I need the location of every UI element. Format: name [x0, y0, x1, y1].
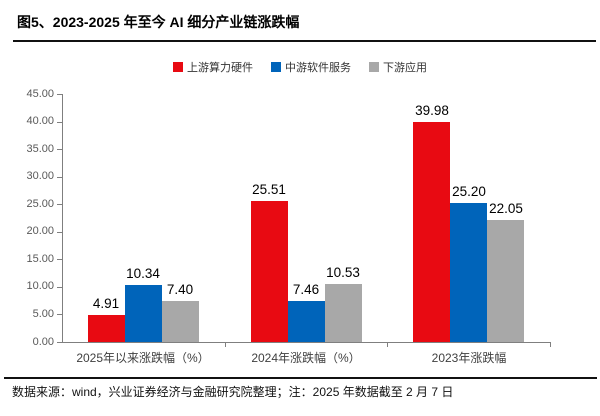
y-axis-tick	[57, 259, 62, 260]
x-axis-tick	[387, 342, 388, 347]
header-divider	[13, 40, 596, 42]
bar-上游算力硬件-2025年以来涨跌幅（%）	[88, 315, 125, 342]
chart-legend: 上游算力硬件 中游软件服务 下游应用	[0, 59, 600, 75]
bar-value-label: 39.98	[415, 103, 449, 118]
data-source-note: 数据来源：wind，兴业证券经济与金融研究院整理；注：2025 年数据截至 2 …	[12, 385, 454, 399]
y-axis-tick	[57, 177, 62, 178]
y-axis-tick-label: 40.00	[26, 115, 54, 127]
bar-value-label: 25.51	[252, 182, 286, 197]
legend-item: 上游算力硬件	[173, 59, 253, 75]
bar-下游应用-2025年以来涨跌幅（%）	[162, 301, 199, 342]
x-axis-line	[62, 342, 551, 343]
y-axis-tick	[57, 94, 62, 95]
bar-中游软件服务-2023年涨跌幅	[450, 203, 487, 342]
y-axis-tick	[57, 314, 62, 315]
legend-swatch-icon	[369, 62, 379, 72]
bar-value-label: 10.34	[126, 266, 160, 281]
y-axis-tick	[57, 232, 62, 233]
y-axis-tick-label: 25.00	[26, 198, 54, 210]
legend-item: 中游软件服务	[271, 59, 351, 75]
y-axis-tick-label: 15.00	[26, 253, 54, 265]
legend-label: 上游算力硬件	[187, 62, 253, 74]
x-category-label: 2024年涨跌幅（%）	[251, 351, 361, 365]
y-axis-tick-label: 35.00	[26, 143, 54, 155]
bar-中游软件服务-2025年以来涨跌幅（%）	[125, 285, 162, 342]
bar-value-label: 10.53	[326, 265, 360, 280]
footer-divider	[4, 377, 597, 379]
legend-item: 下游应用	[369, 59, 427, 75]
bar-上游算力硬件-2023年涨跌幅	[413, 122, 450, 342]
y-axis-tick	[57, 149, 62, 150]
bar-下游应用-2023年涨跌幅	[487, 220, 524, 342]
bar-value-label: 4.91	[92, 296, 120, 311]
bar-value-label: 22.05	[489, 201, 523, 216]
y-axis-line	[62, 94, 63, 342]
bar-value-label: 7.40	[166, 282, 194, 297]
legend-swatch-icon	[271, 62, 281, 72]
y-axis-tick-label: 0.00	[32, 336, 54, 348]
bar-上游算力硬件-2024年涨跌幅（%）	[251, 201, 288, 342]
figure-title: 图5、2023-2025 年至今 AI 细分产业链涨跌幅	[17, 14, 300, 30]
x-axis-tick	[225, 342, 226, 347]
y-axis-tick-label: 45.00	[26, 88, 54, 100]
bar-下游应用-2024年涨跌幅（%）	[325, 284, 362, 342]
y-axis-tick	[57, 342, 62, 343]
x-axis-tick	[550, 342, 551, 347]
y-axis-tick	[57, 287, 62, 288]
y-axis-tick	[57, 122, 62, 123]
y-axis-tick-label: 20.00	[26, 225, 54, 237]
y-axis-tick-label: 30.00	[26, 170, 54, 182]
bar-中游软件服务-2024年涨跌幅（%）	[288, 301, 325, 342]
y-axis-tick-label: 10.00	[26, 280, 54, 292]
x-category-label: 2025年以来涨跌幅（%）	[76, 351, 210, 365]
bar-value-label: 7.46	[292, 282, 320, 297]
legend-label: 中游软件服务	[285, 62, 351, 74]
x-category-label: 2023年涨跌幅	[431, 351, 507, 365]
y-axis-tick	[57, 204, 62, 205]
legend-swatch-icon	[173, 62, 183, 72]
y-axis-tick-label: 5.00	[32, 308, 54, 320]
bar-value-label: 25.20	[452, 184, 486, 199]
legend-label: 下游应用	[383, 62, 427, 74]
